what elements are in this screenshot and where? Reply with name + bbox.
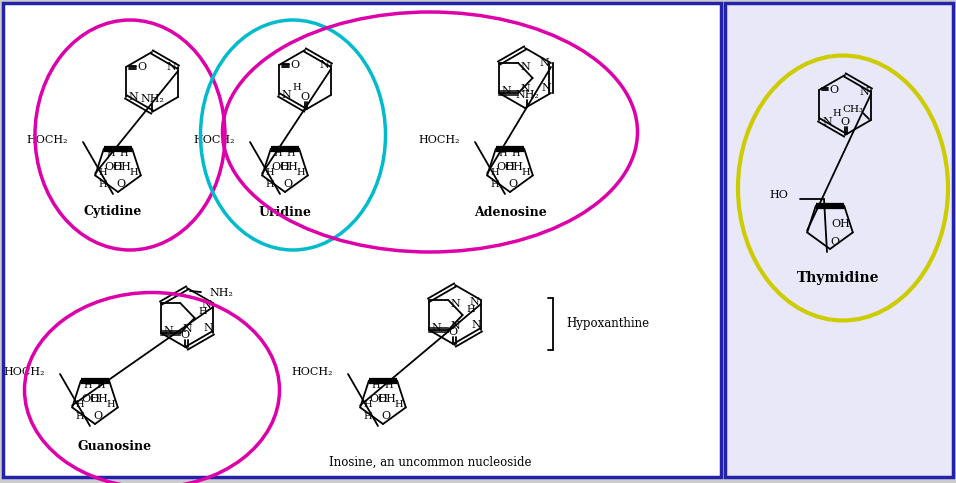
Text: H: H [120, 149, 128, 158]
Text: H: H [364, 412, 373, 421]
Text: O: O [283, 179, 293, 189]
Text: CH₃: CH₃ [842, 105, 863, 114]
Text: H: H [98, 168, 107, 177]
Text: H: H [287, 149, 295, 158]
Text: N: N [431, 323, 441, 333]
Text: H: H [364, 400, 373, 409]
Text: N: N [163, 326, 173, 336]
Text: H: H [499, 149, 508, 158]
Text: H: H [266, 180, 274, 189]
Text: OH: OH [369, 394, 388, 404]
Text: O: O [509, 179, 517, 189]
Text: N: N [450, 321, 460, 331]
Text: OH: OH [832, 219, 851, 228]
Text: O: O [840, 117, 850, 127]
Text: O: O [381, 411, 391, 421]
Text: N: N [520, 62, 530, 72]
Text: N: N [281, 90, 291, 100]
Text: H: H [395, 400, 403, 409]
Text: Uridine: Uridine [258, 205, 312, 218]
Text: H: H [76, 412, 84, 421]
Text: H: H [385, 381, 394, 390]
Text: O: O [831, 237, 839, 247]
Text: N: N [520, 84, 530, 94]
Text: H: H [106, 400, 115, 409]
Text: O: O [117, 179, 125, 189]
Text: OH: OH [113, 162, 132, 171]
Text: HOCH₂: HOCH₂ [4, 367, 45, 377]
Text: H: H [198, 308, 206, 316]
Text: O: O [94, 411, 102, 421]
Text: H: H [98, 180, 107, 189]
Text: OH: OH [505, 162, 524, 171]
Text: Thymidine: Thymidine [796, 271, 880, 285]
Text: NH₂: NH₂ [515, 90, 539, 100]
Text: H: H [266, 168, 274, 177]
Text: N: N [203, 323, 213, 333]
Text: H: H [522, 168, 531, 177]
Text: N: N [501, 86, 511, 96]
Text: OH: OH [104, 162, 123, 171]
Text: HOCH₂: HOCH₂ [193, 135, 235, 145]
Text: H: H [129, 168, 138, 177]
Text: H: H [293, 83, 301, 91]
Text: HOCH₂: HOCH₂ [27, 135, 68, 145]
Text: N: N [541, 83, 551, 93]
Text: N: N [319, 60, 329, 70]
Text: Adenosine: Adenosine [473, 205, 547, 218]
Text: H: H [273, 149, 282, 158]
Text: O: O [448, 327, 458, 337]
Text: N: N [166, 62, 176, 72]
Text: OH: OH [272, 162, 291, 171]
Text: N: N [128, 92, 138, 102]
Text: H: H [97, 381, 105, 390]
Text: OH: OH [90, 394, 109, 404]
FancyBboxPatch shape [725, 3, 953, 477]
Text: OH: OH [81, 394, 100, 404]
Text: H: H [83, 381, 92, 390]
Text: Cytidine: Cytidine [84, 205, 142, 218]
Text: N: N [822, 117, 832, 127]
Text: O: O [830, 85, 838, 95]
Text: N: N [859, 87, 869, 97]
Text: H: H [296, 168, 305, 177]
Text: OH: OH [496, 162, 515, 171]
Text: N: N [471, 320, 481, 330]
Text: HO: HO [770, 190, 788, 200]
Text: H: H [511, 149, 520, 158]
Text: OH: OH [280, 162, 298, 171]
Text: HOCH₂: HOCH₂ [419, 135, 460, 145]
Text: Hypoxanthine: Hypoxanthine [567, 317, 649, 330]
Text: H: H [490, 180, 499, 189]
Text: Guanosine: Guanosine [78, 440, 152, 454]
Text: N: N [469, 297, 479, 307]
Text: H: H [106, 149, 116, 158]
Text: N: N [450, 299, 460, 309]
Text: NH₂: NH₂ [141, 94, 163, 104]
Text: Inosine, an uncommon nucleoside: Inosine, an uncommon nucleoside [329, 455, 532, 469]
Text: O: O [181, 330, 189, 340]
Text: N: N [201, 300, 211, 310]
Text: O: O [300, 92, 310, 102]
Text: NH₂: NH₂ [209, 288, 233, 298]
Text: N: N [539, 58, 549, 68]
Text: H: H [467, 304, 475, 313]
Text: OH: OH [378, 394, 397, 404]
Text: H: H [76, 400, 84, 409]
FancyBboxPatch shape [3, 3, 721, 477]
Text: H: H [833, 110, 841, 118]
Text: N: N [183, 324, 192, 334]
Text: H: H [490, 168, 499, 177]
Text: O: O [291, 60, 299, 70]
Text: H: H [372, 381, 380, 390]
Text: HOCH₂: HOCH₂ [292, 367, 333, 377]
Text: O: O [138, 62, 146, 72]
